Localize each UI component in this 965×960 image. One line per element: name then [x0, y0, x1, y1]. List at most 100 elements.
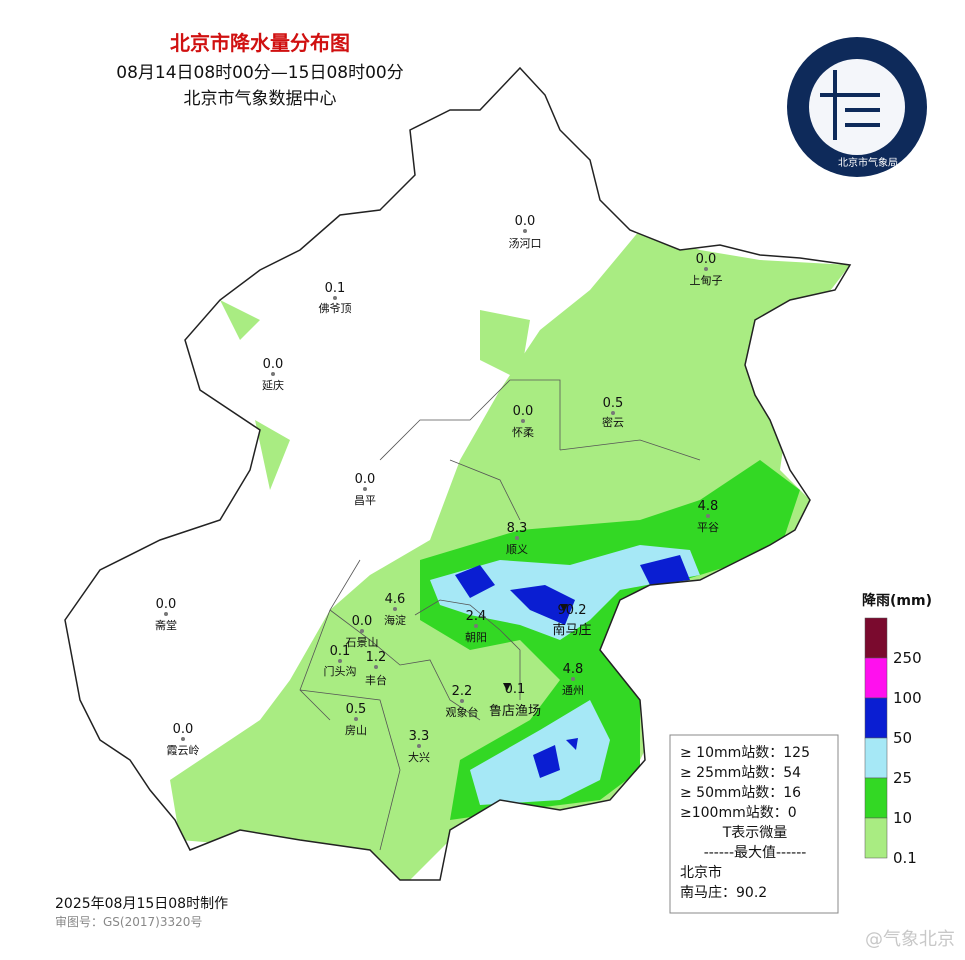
station-dot: [571, 677, 575, 681]
stats-line: ≥ 50mm站数：16: [680, 785, 801, 801]
station-value: 4.8: [563, 662, 584, 677]
station-name: 汤河口: [509, 236, 542, 250]
legend-label: 10: [893, 809, 912, 827]
station-value: 0.0: [352, 614, 373, 629]
station-value: 8.3: [507, 521, 528, 536]
station-name: 佛爷顶: [319, 301, 352, 315]
station-name: 延庆: [262, 378, 284, 392]
station-name: 霞云岭: [167, 743, 200, 757]
station-dot: [354, 717, 358, 721]
station-name: 石景山: [346, 636, 379, 649]
station-dot: [706, 514, 710, 518]
legend-swatch: [864, 657, 888, 699]
station-dot: [474, 624, 478, 628]
legend-swatch: [864, 617, 888, 659]
station-value: 0.0: [696, 252, 717, 267]
station-name: 海淀: [384, 613, 406, 627]
watermark: @气象北京: [865, 929, 955, 950]
legend-label: 50: [893, 729, 912, 747]
station-name: 南马庄: [552, 622, 591, 638]
station-value: 4.6: [385, 592, 406, 607]
station-marker: [503, 683, 511, 691]
station-dot: [460, 699, 464, 703]
legend: 250 100 50 25 10 0.1: [864, 617, 922, 867]
station-value: 0.0: [513, 404, 534, 419]
station-value: 0.0: [355, 472, 376, 487]
area-green: [420, 460, 800, 820]
station-dot: [515, 536, 519, 540]
station-name: 平谷: [697, 521, 719, 534]
station-value: 90.2: [558, 603, 587, 618]
legend-swatch: [864, 697, 888, 739]
legend-label: 250: [893, 649, 922, 667]
station-name: 房山: [345, 724, 367, 737]
stats-line: 南马庄：90.2: [680, 884, 767, 901]
station-name: 顺义: [506, 543, 528, 556]
station-dot: [521, 419, 525, 423]
stats-line: ≥ 25mm站数：54: [680, 765, 801, 781]
station-dot: [523, 229, 527, 233]
area-light-blue: [430, 545, 700, 805]
station-name: 密云: [602, 415, 624, 429]
station-value: 3.3: [409, 729, 430, 744]
station-value: 0.5: [346, 702, 367, 717]
station-dot: [611, 411, 615, 415]
station-name: 昌平: [354, 494, 376, 507]
review-number: 审图号：GS(2017)3320号: [55, 914, 202, 929]
legend-label: 0.1: [893, 849, 917, 867]
area-blue: [455, 555, 690, 778]
station-value: 0.1: [325, 281, 346, 296]
station-name: 丰台: [365, 673, 387, 687]
station-dot: [374, 665, 378, 669]
legend-title: 降雨(mm): [862, 592, 932, 609]
stats-line: ≥ 10mm站数：125: [680, 745, 810, 761]
logo-name: 北京市气象局: [838, 156, 898, 169]
station-value: 0.0: [173, 722, 194, 737]
station-value: 0.1: [505, 682, 526, 697]
station-value: 0.0: [156, 597, 177, 612]
station-dot: [360, 629, 364, 633]
station-dot: [164, 612, 168, 616]
station-dot: [181, 737, 185, 741]
map-period: 08月14日08时00分—15日08时00分: [116, 63, 403, 83]
station-dot: [363, 487, 367, 491]
station-name: 通州: [562, 684, 584, 697]
station-marker: [560, 604, 568, 612]
legend-swatch: [864, 777, 888, 819]
station-name: 大兴: [408, 750, 430, 764]
station-value: 0.0: [515, 214, 536, 229]
stats-line: 北京市: [680, 864, 722, 881]
legend-swatch: [864, 817, 888, 859]
map-source: 北京市气象数据中心: [184, 89, 337, 109]
legend-swatch: [864, 737, 888, 779]
logo-mark: [820, 70, 880, 140]
station-value: 0.5: [603, 396, 624, 411]
stats-box: [669, 734, 839, 914]
station-dot: [333, 296, 337, 300]
station-name: 怀柔: [512, 426, 534, 439]
logo-inner: [809, 59, 905, 155]
station-value: 4.8: [698, 499, 719, 514]
legend-label: 25: [893, 769, 912, 787]
station-value: 2.4: [466, 609, 487, 624]
station-name: 上甸子: [690, 274, 723, 287]
station-value: 1.2: [366, 650, 387, 665]
station-dot: [417, 744, 421, 748]
stats-line: ≥100mm站数：0: [680, 805, 797, 821]
station-name: 门头沟: [324, 664, 357, 678]
station-dot: [271, 372, 275, 376]
stats-line: ------最大值------: [704, 845, 807, 861]
station-name: 鲁店渔场: [489, 704, 541, 719]
district-boundary: [299, 379, 701, 851]
station-dot: [704, 267, 708, 271]
station-dot: [393, 607, 397, 611]
station-dot: [338, 659, 342, 663]
station-value: 0.1: [330, 644, 351, 659]
stats: ≥ 10mm站数：125 ≥ 25mm站数：54 ≥ 50mm站数：16 ≥100mm…: [680, 745, 810, 901]
station-name: 观象台: [446, 705, 479, 719]
rain-fill: [170, 230, 850, 880]
station-name: 朝阳: [465, 631, 487, 644]
station-name: 斋堂: [155, 618, 177, 632]
station-value: 2.2: [452, 684, 473, 699]
